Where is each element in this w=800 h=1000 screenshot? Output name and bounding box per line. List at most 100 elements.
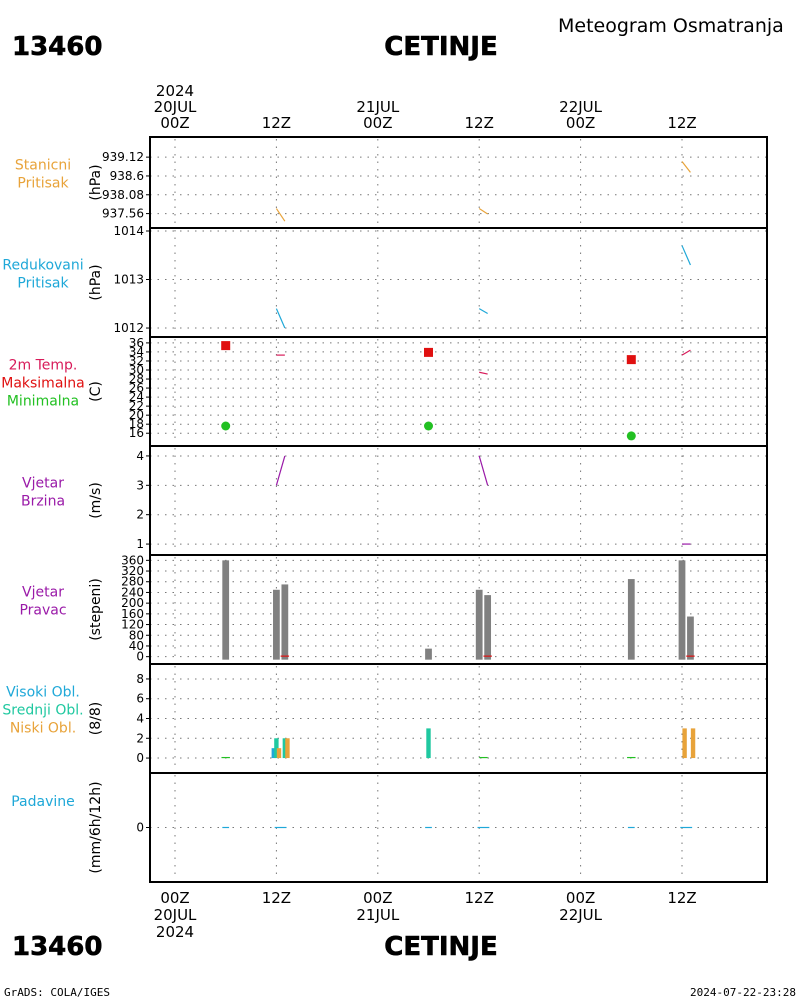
unit-label: (m/s)	[88, 482, 104, 519]
top-time-label: 00Z	[566, 114, 595, 132]
panel-title-line: Vjetar	[22, 585, 64, 601]
panel-clouds: 0 2 4 6 8 (8/8) Visoki Obl. Srednji Obl. Niski O…	[2, 663, 767, 771]
unit-label: (stepeni)	[88, 578, 104, 641]
top-time-label: 00Z	[160, 114, 189, 132]
direction-bar	[475, 589, 483, 660]
y-tick-label: 1014	[113, 224, 144, 238]
panel-title-line: Padavine	[11, 794, 75, 810]
cloud-bar	[282, 738, 288, 759]
panel-title-line: Vjetar	[22, 476, 64, 492]
top-time-label: 2024	[156, 82, 194, 100]
station-id-top: 13460	[12, 32, 102, 62]
y-tick-label: 320	[121, 564, 144, 578]
y-tick-label: 18	[129, 417, 144, 431]
bottom-time-label: 00Z	[566, 889, 595, 907]
footer-software: GrADS: COLA/IGES	[4, 986, 110, 999]
cloud-bar	[285, 738, 290, 759]
series-line	[478, 308, 488, 314]
y-tick-label: 20	[129, 408, 144, 422]
y-tick-label: 280	[121, 575, 144, 589]
bottom-time-label: 12Z	[465, 889, 494, 907]
top-time-label: 12Z	[667, 114, 696, 132]
top-time-label: 21JUL	[356, 98, 399, 116]
direction-bar	[627, 579, 635, 660]
bottom-time-label: 00Z	[160, 889, 189, 907]
panel-station-pressure: 937.56 938.08 938.6 939.12(hPa) Stanicni Prit…	[15, 139, 767, 226]
bottom-time-label: 12Z	[262, 889, 291, 907]
panel-wind-speed: 1 2 3 4 (m/s) Vjetar Brzina	[21, 445, 767, 553]
direction-bar	[687, 616, 694, 660]
y-tick-label: 1012	[113, 321, 144, 335]
y-tick-label: 22	[129, 399, 144, 413]
y-tick-label: 2	[136, 731, 144, 745]
panel-title-line: Srednji Obl.	[2, 703, 83, 719]
cloud-bar	[271, 748, 276, 759]
y-tick-label: 2	[136, 508, 144, 522]
bottom-time-label: 20JUL	[154, 906, 197, 924]
panel-title-line: Maksimalna	[1, 376, 85, 392]
direction-bar	[484, 595, 492, 660]
series-line	[681, 161, 691, 173]
y-tick-label: 36	[129, 336, 144, 350]
y-tick-label: 1	[136, 537, 144, 551]
y-tick-label: 160	[121, 607, 144, 621]
y-tick-label: 26	[129, 381, 144, 395]
panel-title-line: Visoki Obl.	[6, 685, 80, 701]
bottom-time-label: 22JUL	[559, 906, 602, 924]
y-tick-label: 32	[129, 354, 144, 368]
panel-reduced-pressure: 1012 1013 1014 (hPa) Redukovani Pritisak	[2, 224, 767, 335]
station-name-bottom: CETINJE	[384, 932, 497, 962]
unit-label: (hPa)	[88, 264, 104, 300]
cloud-bar	[690, 728, 696, 759]
y-tick-label: 30	[129, 363, 144, 377]
y-tick-label: 0	[136, 650, 144, 664]
y-tick-label: 240	[121, 585, 144, 599]
series-line	[275, 455, 286, 486]
y-tick-label: 80	[129, 628, 144, 642]
unit-label: (mm/6h/12h)	[88, 781, 104, 873]
series-line	[478, 208, 488, 215]
max-temp-marker	[626, 355, 636, 365]
unit-label: (8/8)	[88, 702, 104, 735]
bottom-time-label: 12Z	[667, 889, 696, 907]
y-tick-label: 938.08	[102, 188, 144, 202]
chart-frame-outline	[149, 136, 768, 883]
panel-title-line: 2m Temp.	[9, 358, 78, 374]
y-tick-label: 40	[129, 639, 144, 653]
y-tick-label: 28	[129, 372, 144, 386]
panel-precipitation: 0 (mm/6h/12h) Padavine	[11, 772, 767, 880]
direction-bar	[425, 648, 432, 660]
chart-frame	[149, 136, 768, 883]
max-temp-marker	[424, 347, 433, 357]
y-tick-label: 939.12	[102, 150, 144, 164]
series-line	[275, 208, 286, 222]
max-temp-marker	[221, 341, 231, 351]
min-temp-marker	[424, 421, 433, 431]
panel-title-line: Redukovani	[2, 258, 83, 274]
top-time-label: 12Z	[465, 114, 494, 132]
bottom-time-label: 21JUL	[356, 906, 399, 924]
top-time-label: 00Z	[363, 114, 392, 132]
y-tick-label: 360	[121, 553, 144, 567]
top-time-label: 20JUL	[154, 98, 197, 116]
panel-title-line: Pritisak	[17, 276, 69, 292]
series-line	[479, 371, 488, 375]
top-time-label: 12Z	[262, 114, 291, 132]
direction-bar	[281, 584, 289, 660]
min-temp-marker	[626, 431, 636, 441]
panel-title-line: Minimalna	[7, 394, 79, 410]
cloud-bar	[274, 738, 279, 759]
y-tick-label: 120	[121, 618, 144, 632]
y-tick-label: 16	[129, 426, 144, 440]
y-tick-label: 34	[129, 345, 144, 359]
direction-bar	[678, 560, 686, 660]
min-temp-marker	[221, 421, 231, 431]
cloud-bar	[276, 748, 282, 759]
y-tick-label: 4	[136, 449, 144, 463]
panel-title-line: Brzina	[21, 494, 65, 510]
direction-bar	[273, 589, 280, 660]
